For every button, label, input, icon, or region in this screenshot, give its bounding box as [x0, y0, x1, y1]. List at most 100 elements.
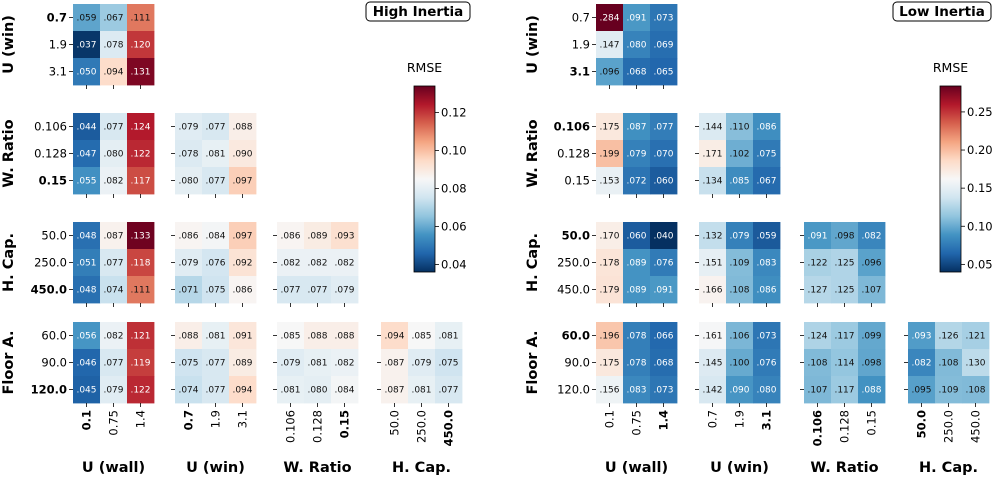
heatmap-cell	[73, 140, 101, 168]
cell-value-label: .098	[834, 232, 854, 242]
col-tick-label: 250.0	[942, 410, 956, 443]
heatmap-cell	[623, 222, 651, 250]
heatmap-cell	[726, 113, 754, 141]
heatmap-cell	[623, 31, 651, 59]
colorbar-title: RMSE	[407, 60, 442, 75]
heatmap-cell	[831, 376, 859, 404]
heatmap-cell	[100, 376, 128, 404]
cell-value-label: .117	[834, 386, 854, 396]
heatmap-block: .093 .126 .121 .082 .108 .130 .095 .109 .108	[908, 322, 990, 404]
heatmap-cell	[73, 113, 101, 141]
cell-value-label: .075	[756, 150, 776, 160]
heatmap-cell	[175, 167, 203, 195]
heatmap-block: .085 .088 .088 .079 .081 .082 .081 .080 .084	[277, 322, 359, 404]
heatmap-block: .091 .098 .082 .122 .125 .096 .127 .125 .107	[804, 222, 886, 304]
cell-value-label: .068	[653, 359, 673, 369]
col-tick-label: 3.1	[760, 410, 774, 430]
cell-value-label: .091	[653, 286, 673, 296]
heatmap-cell	[73, 58, 101, 86]
cell-value-label: .133	[130, 232, 150, 242]
col-parameter-label: U (win)	[186, 460, 245, 476]
cell-value-label: .179	[599, 286, 619, 296]
row-tick-label: 0.7	[572, 11, 590, 25]
heatmap-cell	[699, 222, 727, 250]
row-tick-label: 450.0	[31, 283, 67, 297]
heatmap-cell	[229, 113, 257, 141]
heatmap-cell	[935, 322, 963, 350]
heatmap-cell	[127, 58, 155, 86]
cell-value-label: .084	[205, 232, 225, 242]
heatmap-cell	[304, 376, 332, 404]
cell-value-label: .144	[702, 123, 722, 133]
heatmap-cell	[408, 322, 436, 350]
cell-value-label: .094	[384, 332, 404, 342]
col-tick-label: 0.1	[603, 410, 617, 428]
row-parameter-label: Floor A.	[525, 331, 541, 395]
cell-value-label: .078	[626, 359, 646, 369]
row-tick-label: 0.106	[554, 120, 590, 134]
heatmap-cell	[175, 322, 203, 350]
col-tick-label: 1.4	[134, 410, 148, 428]
heatmap-block: .175 .087 .077 .199 .079 .070 .153 .072 .060	[596, 113, 678, 195]
cell-value-label: .166	[702, 286, 722, 296]
colorbar-tick-label: 0.05	[967, 257, 993, 271]
cell-value-label: .080	[307, 386, 327, 396]
heatmap-cell	[381, 376, 409, 404]
cell-value-label: .171	[702, 150, 722, 160]
heatmap-cell	[650, 349, 678, 377]
cell-value-label: .078	[103, 41, 123, 51]
row-parameter-label: H. Cap.	[525, 233, 541, 292]
heatmap-cell	[650, 322, 678, 350]
cell-value-label: .076	[205, 259, 225, 269]
cell-value-label: .040	[653, 232, 673, 242]
row-parameter-label: H. Cap.	[1, 233, 17, 292]
cell-value-label: .111	[130, 286, 150, 296]
cell-value-label: .087	[103, 232, 123, 242]
heatmap-cell	[623, 113, 651, 141]
col-tick-label: 0.75	[630, 410, 644, 436]
cell-value-label: .122	[807, 259, 827, 269]
cell-value-label: .078	[626, 332, 646, 342]
heatmap-cell	[304, 322, 332, 350]
cell-value-label: .100	[729, 359, 749, 369]
heatmap-cell	[127, 276, 155, 304]
heatmap-cell	[596, 376, 624, 404]
cell-value-label: .079	[626, 150, 646, 160]
heatmap-cell	[699, 113, 727, 141]
col-tick-label: 0.7	[706, 410, 720, 428]
cell-value-label: .069	[653, 41, 673, 51]
low-inertia-panel: .284 .091 .073 .147 .080 .069 .096 .068 .065 .175…	[525, 1, 993, 476]
cell-value-label: .059	[756, 232, 776, 242]
colorbar-gradient	[939, 85, 962, 273]
heatmap-cell	[202, 167, 230, 195]
cell-value-label: .125	[834, 259, 854, 269]
heatmap-cell	[726, 276, 754, 304]
heatmap-cell	[699, 349, 727, 377]
cell-value-label: .088	[334, 332, 354, 342]
cell-value-label: .082	[280, 259, 300, 269]
cell-value-label: .089	[626, 259, 646, 269]
cell-value-label: .120	[130, 41, 150, 51]
heatmap-cell	[962, 349, 990, 377]
heatmap-cell	[831, 222, 859, 250]
heatmap-cell	[175, 222, 203, 250]
heatmap-cell	[202, 113, 230, 141]
cell-value-label: .085	[280, 332, 300, 342]
cell-value-label: .121	[965, 332, 985, 342]
cell-value-label: .125	[834, 286, 854, 296]
cell-value-label: .081	[205, 150, 225, 160]
row-tick-label: 60.0	[562, 329, 590, 343]
cell-value-label: .073	[653, 14, 673, 24]
cell-value-label: .077	[205, 177, 225, 187]
heatmap-cell	[100, 58, 128, 86]
heatmap-cell	[408, 349, 436, 377]
cell-value-label: .077	[307, 286, 327, 296]
cell-value-label: .127	[807, 286, 827, 296]
row-tick-label: 1.9	[49, 38, 67, 52]
heatmap-cell	[127, 140, 155, 168]
colorbar: RMSE 0.05 0.10 0.15 0.20 0.25	[933, 60, 993, 273]
row-tick-label: 120.0	[31, 383, 67, 397]
heatmap-block: .044 .077 .124 .047 .080 .122 .055 .082 .117	[73, 113, 155, 195]
row-tick-label: 3.1	[570, 65, 590, 79]
heatmap-cell	[726, 249, 754, 277]
